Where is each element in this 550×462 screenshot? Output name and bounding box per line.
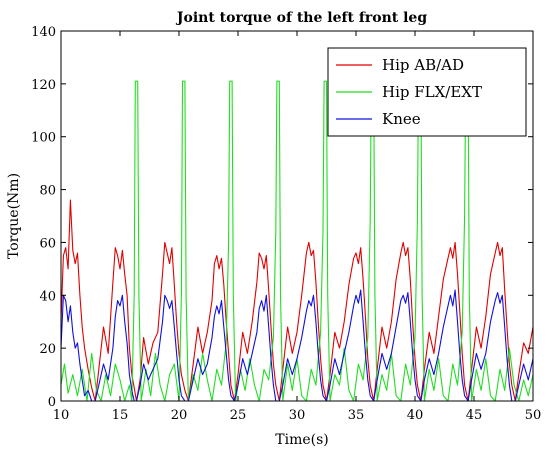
legend-label: Hip FLX/EXT [382, 83, 482, 101]
x-tick-label: 30 [289, 408, 306, 423]
y-axis-label: Torque(Nm) [6, 173, 22, 259]
y-tick-label: 40 [39, 289, 56, 304]
y-tick-label: 60 [39, 236, 56, 251]
x-tick-label: 10 [53, 408, 70, 423]
y-tick-label: 0 [48, 395, 56, 410]
legend-label: Hip AB/AD [382, 56, 464, 74]
x-axis-label: Time(s) [275, 432, 328, 448]
y-tick-label: 20 [39, 342, 56, 357]
legend: Hip AB/AD Hip FLX/EXT Knee [327, 47, 527, 137]
legend-label: Knee [382, 110, 421, 128]
axis-ticks: 10 15 20 25 30 35 40 45 50 0 20 40 60 80 100 120 140 [31, 25, 541, 423]
y-tick-label: 80 [39, 184, 56, 199]
chart-title: Joint torque of the left front leg [175, 10, 427, 26]
series-line-hip-ab-ad [61, 199, 533, 401]
x-tick-label: 45 [466, 408, 483, 423]
x-tick-label: 40 [407, 408, 424, 423]
y-tick-label: 140 [31, 25, 56, 40]
x-tick-label: 50 [525, 408, 542, 423]
x-tick-label: 20 [171, 408, 188, 423]
plot-area [61, 80, 533, 401]
series-line-knee [61, 289, 533, 401]
y-tick-label: 120 [31, 78, 56, 93]
y-tick-label: 100 [31, 131, 56, 146]
x-tick-label: 35 [348, 408, 365, 423]
x-tick-label: 25 [230, 408, 247, 423]
x-tick-label: 15 [112, 408, 129, 423]
